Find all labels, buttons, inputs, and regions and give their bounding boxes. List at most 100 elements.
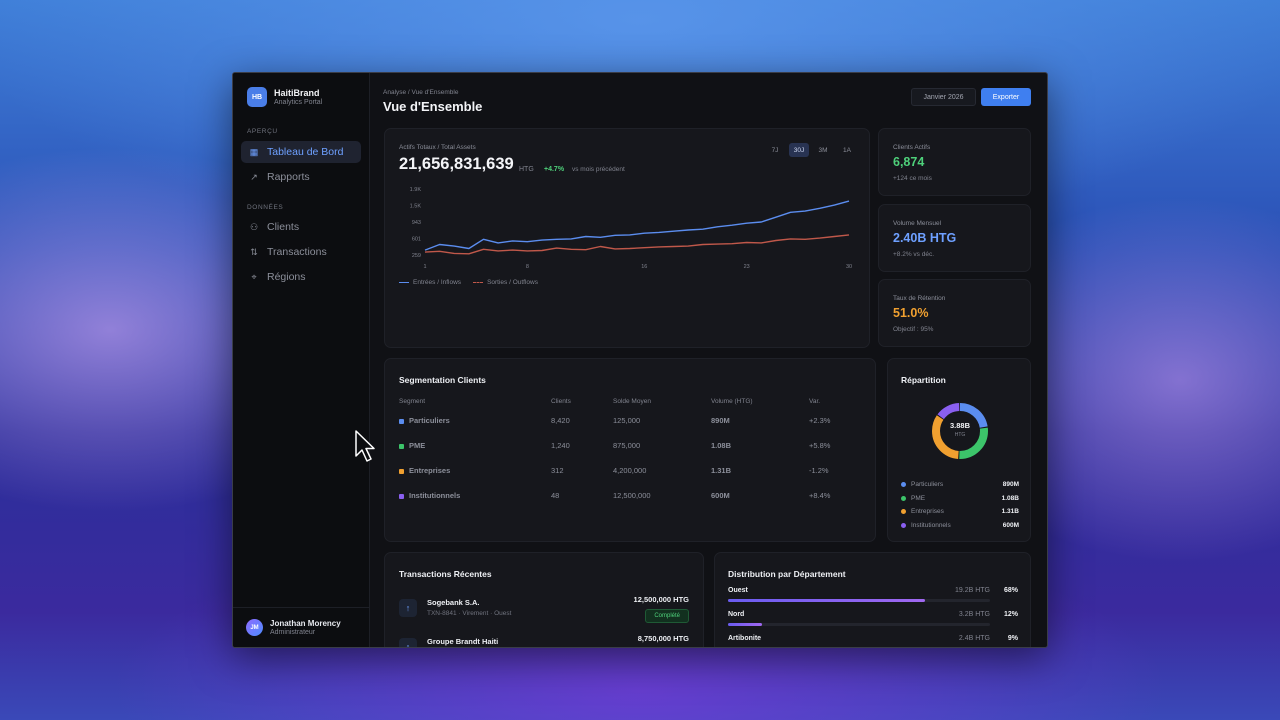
- sidebar-item-regions[interactable]: ⌖ Régions: [241, 266, 361, 288]
- cell-solde: 125,000: [613, 416, 641, 425]
- kpi-label: Volume Mensuel: [893, 220, 942, 227]
- kpi-label: Clients Actifs: [893, 144, 931, 151]
- y-tick-label: 943: [412, 220, 421, 226]
- period-selector[interactable]: Janvier 2026: [911, 88, 976, 106]
- transactions-card: Transactions Récentes ↑ Sogebank S.A. TX…: [384, 552, 704, 647]
- brand: HB HaitiBrand Analytics Portal: [233, 73, 369, 107]
- progress-track: [728, 599, 990, 602]
- table-row[interactable]: PME 1,240 875,000 1.08B +5.8%: [399, 433, 839, 458]
- assets-change-note: vs mois précédent: [572, 166, 625, 173]
- chart-legend: Entrées / Inflows Sorties / Outflows: [399, 279, 538, 286]
- transaction-amount: 12,500,000 HTG: [633, 595, 689, 604]
- x-tick-label: 23: [744, 264, 750, 270]
- x-tick-label: 1: [423, 264, 426, 270]
- mouse-cursor-icon: [355, 430, 375, 462]
- progress-track: [728, 647, 990, 648]
- export-button[interactable]: Exporter: [981, 88, 1031, 106]
- range-tab-30j[interactable]: 30J: [789, 143, 809, 157]
- range-tab-3m[interactable]: 3M: [818, 146, 828, 154]
- nav-section-apercu: APERÇU: [247, 128, 278, 135]
- kpi-value: 6,874: [893, 155, 925, 169]
- repartition-card: Répartition 3.88B HTG Particuliers 890M P…: [887, 358, 1031, 542]
- segmentation-table: Segment Clients Solde Moyen Volume (HTG)…: [399, 394, 839, 508]
- column-header: Var.: [809, 397, 821, 405]
- series-line-inflows: [424, 200, 850, 251]
- map-icon: ⌖: [251, 272, 257, 282]
- donut-total: 3.88B: [949, 421, 970, 430]
- distribution-card: Distribution par Département Ouest 19.2B…: [714, 552, 1031, 648]
- y-tick-label: 601: [412, 237, 421, 243]
- department-amount: 19.2B HTG: [954, 587, 990, 594]
- x-tick-label: 8: [526, 264, 529, 270]
- sidebar-item-label: Régions: [267, 271, 306, 283]
- brand-subtitle: Analytics Portal: [274, 99, 323, 106]
- transaction-name: Groupe Brandt Haiti: [427, 637, 499, 646]
- repartition-donut: [932, 403, 988, 459]
- donut-slice-entreprises: [932, 403, 988, 459]
- table-row[interactable]: Entreprises 312 4,200,000 1.31B -1.2%: [399, 458, 839, 483]
- cell-volume: 600M: [711, 491, 730, 500]
- department-pct: 12%: [1003, 611, 1018, 618]
- kpi-value: 2.40B HTG: [893, 231, 957, 245]
- transaction-meta: TXN-8841 · Virement · Ouest: [427, 610, 512, 617]
- range-tabs: 7J 30J 3M 1A: [765, 143, 857, 157]
- range-tab-7j[interactable]: 7J: [771, 146, 779, 154]
- x-tick-label: 16: [641, 264, 647, 270]
- assets-chart-card: Actifs Totaux / Total Assets 21,656,831,…: [384, 128, 870, 348]
- transaction-row[interactable]: ↑ Sogebank S.A. TXN-8841 · Virement · Ou…: [399, 595, 689, 625]
- assets-change: +4.7%: [544, 166, 565, 173]
- table-row[interactable]: Institutionnels 48 12,500,000 600M +8.4%: [399, 483, 839, 508]
- repartition-title: Répartition: [901, 375, 946, 385]
- legend-inflows: Entrées / Inflows: [399, 279, 461, 286]
- swap-icon: ⇅: [250, 247, 258, 257]
- progress-fill: [728, 647, 754, 648]
- department-name: Nord: [728, 611, 745, 618]
- sidebar-item-reports[interactable]: ↗ Rapports: [241, 166, 361, 188]
- segment-dot: [399, 468, 404, 474]
- sidebar: HB HaitiBrand Analytics Portal APERÇU ▦ …: [233, 73, 370, 647]
- range-tab-1a[interactable]: 1A: [843, 146, 851, 154]
- transaction-row[interactable]: ↑ Groupe Brandt Haiti 8,750,000 HTG: [399, 634, 689, 647]
- progress-fill: [728, 623, 763, 626]
- cell-var: +2.3%: [809, 416, 831, 425]
- user-profile[interactable]: JM Jonathan Morency Administrateur: [233, 607, 369, 647]
- main-content: Analyse / Vue d'Ensemble Vue d'Ensemble …: [370, 73, 1047, 647]
- segmentation-title: Segmentation Clients: [399, 375, 486, 385]
- distribution-title: Distribution par Département: [728, 569, 846, 579]
- assets-value: 21,656,831,639: [399, 155, 514, 173]
- department-amount: 3.2B HTG: [958, 611, 990, 618]
- arrow-up-icon: ↑: [399, 638, 417, 647]
- kpi-value: 51.0%: [893, 306, 929, 320]
- table-row[interactable]: Particuliers 8,420 125,000 890M +2.3%: [399, 408, 839, 433]
- sidebar-item-transactions[interactable]: ⇅ Transactions: [241, 241, 361, 263]
- cell-clients: 48: [551, 491, 560, 500]
- department-name: Artibonite: [728, 635, 762, 642]
- status-badge: Complété: [645, 609, 689, 623]
- list-item: PME 1.08B: [901, 492, 1019, 506]
- brand-logo: HB: [247, 87, 267, 107]
- page-title: Vue d'Ensemble: [383, 99, 483, 114]
- trend-icon: ↗: [250, 172, 258, 182]
- assets-currency: HTG: [519, 166, 534, 173]
- sidebar-item-dashboard[interactable]: ▦ Tableau de Bord: [241, 141, 361, 163]
- donut-currency: HTG: [954, 432, 966, 438]
- cell-clients: 8,420: [551, 416, 570, 425]
- sidebar-item-label: Tableau de Bord: [267, 146, 344, 158]
- x-tick-label: 30: [846, 264, 852, 270]
- list-item: Entreprises 1.31B: [901, 505, 1019, 519]
- column-header: Solde Moyen: [613, 397, 651, 405]
- cell-solde: 12,500,000: [613, 491, 651, 500]
- kpi-label: Taux de Rétention: [893, 295, 946, 302]
- arrow-up-icon: ↑: [399, 599, 417, 617]
- segment-dot: [399, 493, 404, 499]
- list-item: Institutionnels 600M: [901, 519, 1019, 533]
- kpi-sub: Objectif : 95%: [893, 326, 934, 333]
- column-header: Segment: [399, 397, 426, 405]
- sidebar-item-clients[interactable]: ⚇ Clients: [241, 216, 361, 238]
- kpi-card-volume: Volume Mensuel 2.40B HTG +8.2% vs déc.: [878, 204, 1031, 272]
- list-item: Particuliers 890M: [901, 478, 1019, 492]
- y-tick-label: 1.5K: [410, 204, 422, 210]
- column-header: Volume (HTG): [711, 397, 753, 405]
- kpi-sub: +8.2% vs déc.: [893, 251, 935, 258]
